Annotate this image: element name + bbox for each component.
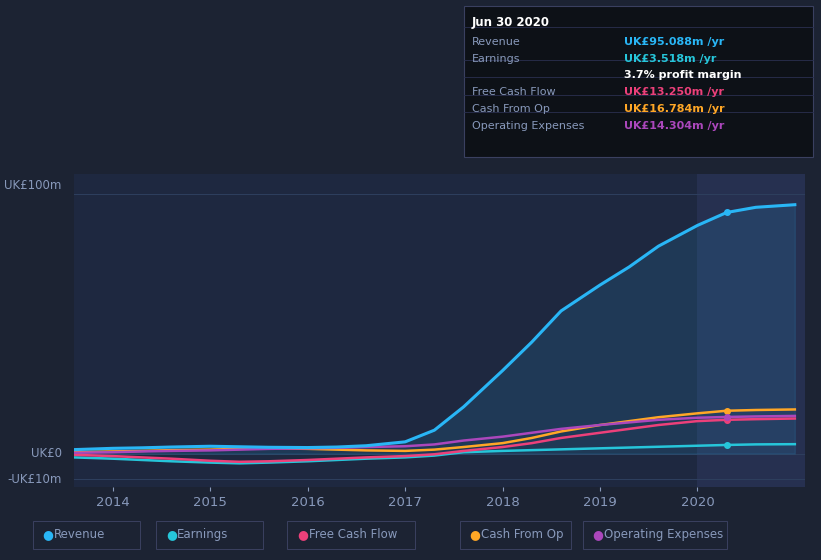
Text: Earnings: Earnings — [472, 54, 521, 64]
Text: Revenue: Revenue — [472, 37, 521, 47]
Text: UK£100m: UK£100m — [4, 179, 62, 192]
Text: 3.7% profit margin: 3.7% profit margin — [624, 70, 741, 80]
Text: Free Cash Flow: Free Cash Flow — [309, 528, 397, 542]
Text: -UK£10m: -UK£10m — [7, 473, 62, 486]
Bar — [697, 174, 805, 487]
Text: ●: ● — [297, 528, 308, 542]
Text: UK£3.518m /yr: UK£3.518m /yr — [624, 54, 717, 64]
Text: ●: ● — [166, 528, 177, 542]
Text: Cash From Op: Cash From Op — [472, 104, 550, 114]
Text: ●: ● — [593, 528, 603, 542]
Text: Cash From Op: Cash From Op — [481, 528, 563, 542]
Text: Free Cash Flow: Free Cash Flow — [472, 87, 556, 97]
Text: UK£14.304m /yr: UK£14.304m /yr — [624, 121, 724, 131]
Text: Earnings: Earnings — [177, 528, 229, 542]
Text: Operating Expenses: Operating Expenses — [604, 528, 723, 542]
Text: ●: ● — [43, 528, 53, 542]
Text: Operating Expenses: Operating Expenses — [472, 121, 585, 131]
Text: UK£13.250m /yr: UK£13.250m /yr — [624, 87, 724, 97]
Text: ●: ● — [470, 528, 480, 542]
Text: UK£0: UK£0 — [30, 447, 62, 460]
Text: UK£95.088m /yr: UK£95.088m /yr — [624, 37, 724, 47]
Text: Jun 30 2020: Jun 30 2020 — [472, 16, 550, 29]
Text: Revenue: Revenue — [54, 528, 106, 542]
Text: UK£16.784m /yr: UK£16.784m /yr — [624, 104, 725, 114]
